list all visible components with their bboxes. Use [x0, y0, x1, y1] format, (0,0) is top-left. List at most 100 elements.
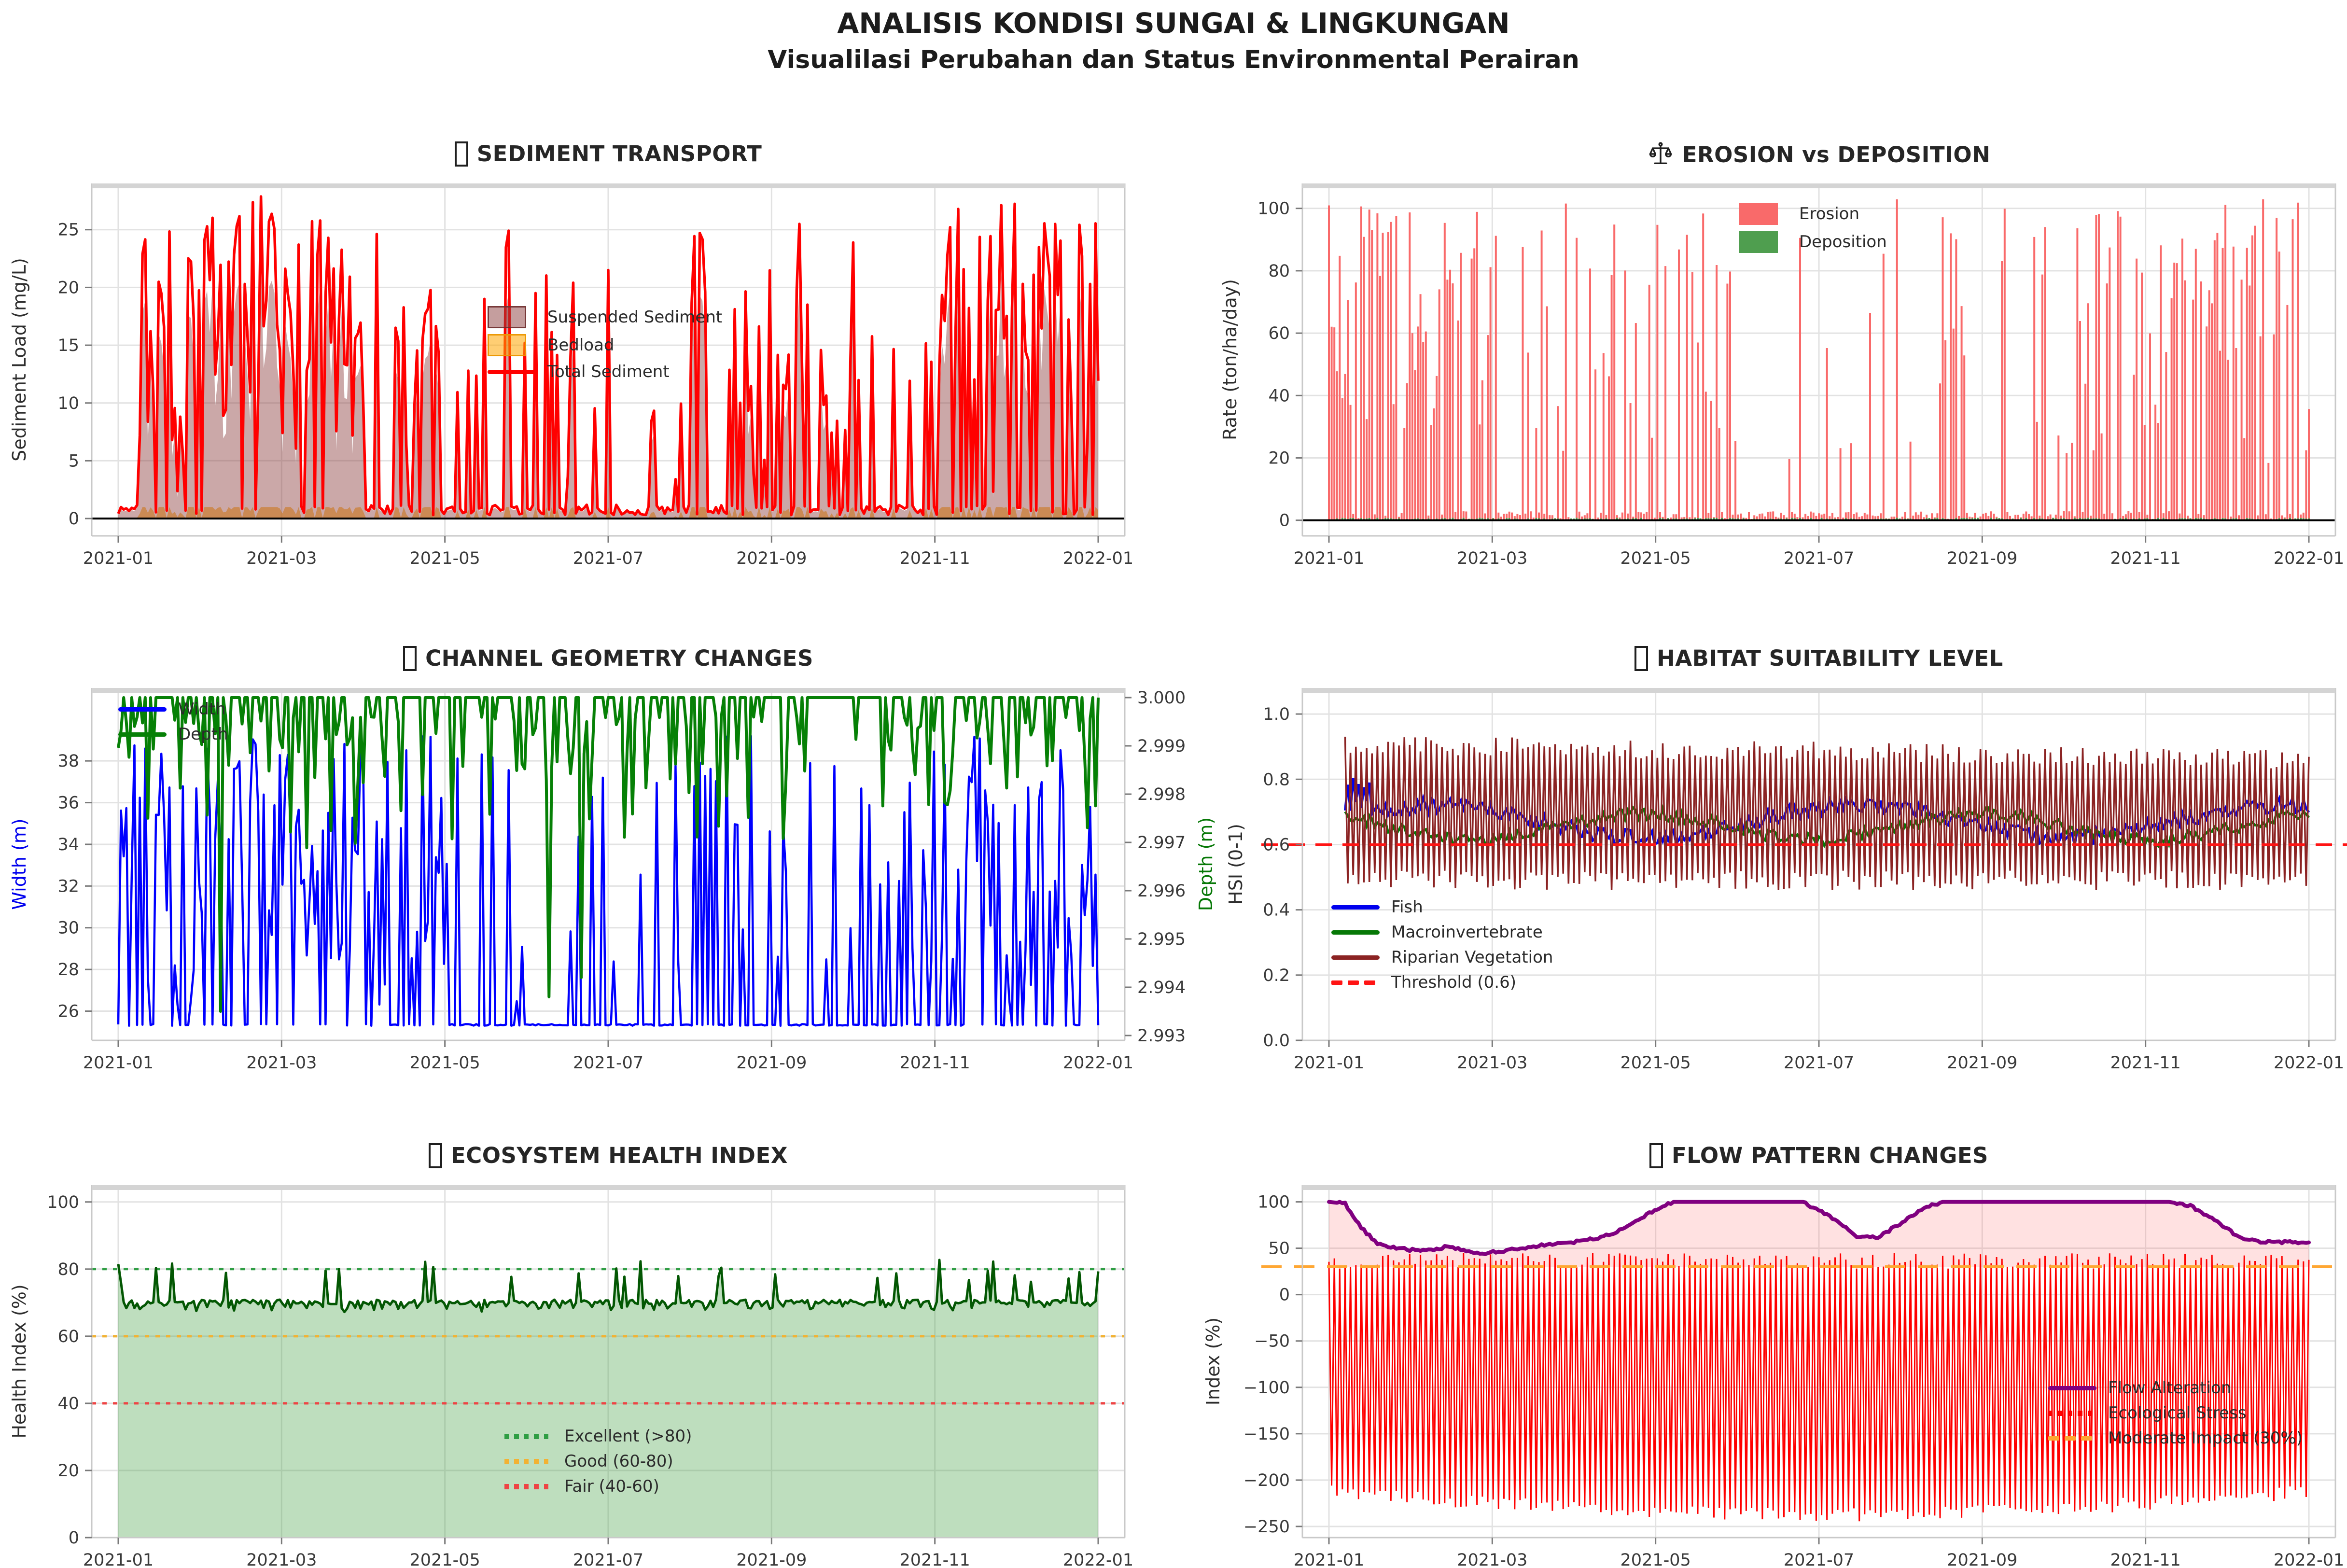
- x-tick-label: 2021-09: [736, 549, 807, 568]
- legend-swatch-line: [488, 369, 537, 374]
- axes-spines: [91, 1185, 1126, 1539]
- chart-legend: Suspended Sediment Bedload Total Sediment: [488, 300, 722, 387]
- legend-item: Fish: [1331, 897, 1553, 917]
- legend-swatch-dashes: [2048, 1436, 2097, 1441]
- y-tick-label: 1.0: [1263, 705, 1290, 724]
- y-tick-label: 0: [1279, 511, 1290, 531]
- y-tick-label: 2.997: [1137, 833, 1186, 853]
- y-axis-label: Index (%): [1202, 1317, 1224, 1406]
- y-tick-label: 2.999: [1137, 737, 1186, 756]
- legend-item: Width: [118, 700, 228, 719]
- y-tick-label: 0.0: [1263, 1031, 1290, 1050]
- y-tick-label: 0.4: [1263, 901, 1290, 920]
- missing-emoji-glyph-icon: [429, 1143, 442, 1168]
- legend-swatch-dots: [504, 1433, 554, 1439]
- y-tick-label: 100: [47, 1193, 79, 1212]
- x-tick-label: 2021-11: [900, 1053, 970, 1073]
- legend-item: Suspended Sediment: [488, 306, 722, 328]
- x-tick-label: 2022-01: [1063, 1053, 1133, 1073]
- x-tick-label: 2022-01: [2274, 1053, 2344, 1073]
- legend-swatch-line: [2048, 1386, 2097, 1390]
- y-tick-label: 2.996: [1137, 882, 1186, 901]
- y-tick-label: 80: [1268, 262, 1290, 281]
- y-tick-label: 2.994: [1137, 978, 1186, 997]
- health-index-line: [117, 1259, 1100, 1314]
- bedload-area: [118, 507, 1098, 519]
- y-tick-label: 100: [1257, 1193, 1290, 1212]
- chart-legend: Fish Macroinvertebrate Riparian Vegetation…: [1331, 892, 1553, 998]
- y-tick-label: 15: [57, 336, 79, 355]
- axis-ticks: 2021-01 2021-03 2021-05 2021-07 2021-09 2021-…: [57, 221, 1133, 568]
- legend-item: Good (60-80): [504, 1452, 692, 1471]
- axis-ticks: 2021-01 2021-03 2021-05 2021-07 2021-09 2021-…: [1243, 1193, 2344, 1568]
- legend-swatch-line: [1331, 930, 1381, 935]
- y-tick-label: 0: [1279, 1286, 1290, 1305]
- y-tick-label: 32: [57, 877, 79, 896]
- erosion-bars: [1328, 199, 2310, 520]
- x-tick-label: 2021-03: [246, 1551, 317, 1568]
- axis-ticks: 2021-01 2021-03 2021-05 2021-07 2021-09 2021-…: [1257, 199, 2344, 568]
- riparian-vegetation-line: [1344, 737, 2310, 890]
- figure-title: ANALISIS KONDISI SUNGAI & LINGKUNGAN: [837, 7, 1510, 40]
- legend-label: Total Sediment: [547, 362, 670, 381]
- series-layer: [117, 696, 1100, 1027]
- legend-item: Macroinvertebrate: [1331, 923, 1553, 942]
- legend-swatch-patch: [1739, 231, 1788, 253]
- series-layer: [1344, 737, 2310, 890]
- x-tick-label: 2022-01: [2274, 1551, 2344, 1568]
- legend-label: Depth: [178, 725, 228, 744]
- ecological-stress-line: [1328, 1253, 2310, 1522]
- plot-area: 2021-01 2021-03 2021-05 2021-07 2021-09 2021-…: [57, 688, 1186, 1073]
- y-tick-label: 34: [57, 835, 79, 854]
- chart-panel-flow-pattern: FLOW PATTERN CHANGES Index (%) 2021-01 20…: [1202, 1143, 2344, 1568]
- y-tick-label: −150: [1243, 1425, 1290, 1444]
- legend-label: Threshold (0.6): [1391, 973, 1516, 992]
- x-tick-label: 2022-01: [2274, 549, 2344, 568]
- x-tick-label: 2021-09: [736, 1053, 807, 1073]
- chart-panel-sediment-transport: SEDIMENT TRANSPORT Sediment Load (mg/L) …: [9, 141, 1133, 568]
- y-axis-label: HSI (0-1): [1225, 824, 1246, 905]
- plot-area: 2021-01 2021-03 2021-05 2021-07 2021-09 2021-…: [1257, 183, 2344, 568]
- y-tick-label: 20: [57, 278, 79, 297]
- y-tick-label: 80: [57, 1260, 79, 1279]
- x-tick-label: 2021-01: [83, 549, 154, 568]
- x-tick-label: 2021-11: [900, 549, 970, 568]
- x-tick-label: 2021-07: [573, 549, 643, 568]
- y-tick-label: 3.000: [1137, 688, 1186, 708]
- chart-panel-channel-geometry: CHANNEL GEOMETRY CHANGES Width (m) Depth…: [9, 645, 1216, 1073]
- y-tick-label: 10: [57, 394, 79, 413]
- legend-label: Ecological Stress: [2108, 1403, 2247, 1423]
- y-tick-label: 0.8: [1263, 770, 1290, 789]
- legend-item: Bedload: [488, 334, 722, 356]
- y-axis-label-width: Width (m): [9, 818, 30, 910]
- y-tick-label: 100: [1257, 199, 1290, 219]
- series-layer: [92, 1259, 1125, 1538]
- grid-lines: [92, 688, 1125, 1040]
- y-tick-label: 0.2: [1263, 966, 1290, 985]
- x-tick-label: 2021-11: [2110, 549, 2181, 568]
- y-tick-label: 50: [1268, 1239, 1290, 1259]
- figure-subtitle: Visualilasi Perubahan dan Status Environ…: [768, 45, 1579, 74]
- y-tick-label: 60: [57, 1327, 79, 1346]
- legend-item: Ecological Stress: [2048, 1403, 2303, 1423]
- legend-label: Flow Alteration: [2108, 1378, 2232, 1398]
- legend-label: Macroinvertebrate: [1391, 923, 1543, 942]
- y-tick-label: 25: [57, 221, 79, 240]
- y-tick-label: 60: [1268, 324, 1290, 343]
- legend-swatch-patch: [1739, 203, 1788, 225]
- missing-emoji-glyph-icon: [403, 645, 417, 671]
- x-tick-label: 2021-09: [1947, 1053, 2017, 1073]
- x-tick-label: 2021-07: [1784, 549, 1854, 568]
- x-tick-label: 2021-07: [573, 1053, 643, 1073]
- total-sediment-line: [117, 195, 1100, 517]
- legend-item: Total Sediment: [488, 362, 722, 381]
- legend-label: Fair (40-60): [564, 1477, 659, 1496]
- y-tick-label: 5: [69, 451, 79, 471]
- plot-area: 2021-01 2021-03 2021-05 2021-07 2021-09 2021-…: [1261, 688, 2347, 1073]
- x-tick-label: 2021-01: [1294, 1053, 1364, 1073]
- x-tick-label: 2021-09: [1947, 549, 2017, 568]
- legend-swatch-dots: [504, 1458, 554, 1464]
- y-axis-label-depth: Depth (m): [1195, 817, 1216, 911]
- axis-ticks: 2021-01 2021-03 2021-05 2021-07 2021-09 2021-…: [1263, 705, 2344, 1073]
